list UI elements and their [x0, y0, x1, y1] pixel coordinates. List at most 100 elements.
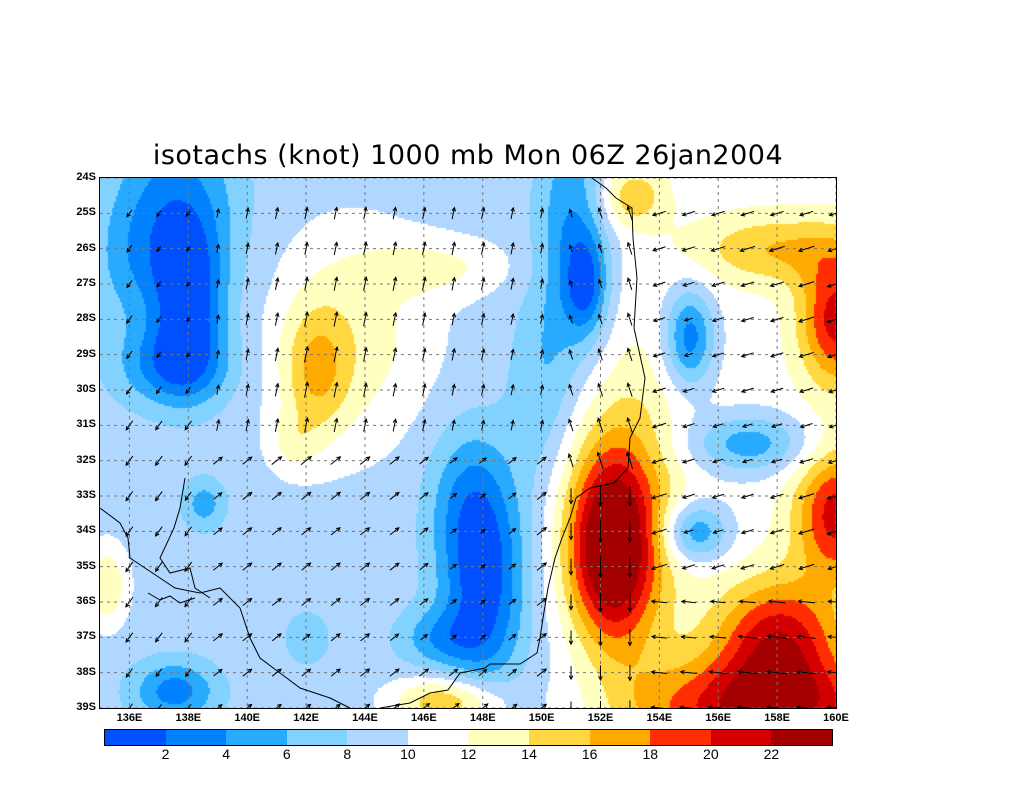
wind-arrow	[422, 241, 427, 256]
wind-arrow	[627, 629, 633, 647]
wind-arrow	[711, 317, 724, 323]
wind-arrow	[539, 313, 545, 325]
wind-arrow	[242, 562, 253, 571]
lat-tick-label: 39S	[76, 701, 96, 713]
wind-arrow	[363, 346, 368, 362]
wind-arrow	[707, 705, 724, 708]
wind-arrow	[274, 241, 280, 255]
colorbar-label: 10	[400, 746, 416, 762]
colorbar-label: 4	[222, 746, 231, 762]
wind-arrow	[330, 597, 341, 606]
wind-arrow	[419, 598, 429, 606]
wind-arrow	[360, 668, 371, 677]
wind-arrow	[184, 597, 193, 608]
wind-arrow	[360, 562, 371, 571]
wind-arrow	[510, 206, 515, 219]
wind-arrow	[330, 562, 341, 571]
colorbar-label: 8	[343, 746, 352, 762]
wind-arrow	[736, 705, 753, 708]
wind-arrow	[597, 243, 603, 254]
wind-arrow	[213, 668, 223, 677]
wind-arrow	[567, 418, 574, 432]
wind-arrow	[711, 387, 725, 393]
wind-arrow	[627, 520, 633, 543]
wind-arrow	[536, 491, 548, 501]
wind-arrow	[769, 316, 784, 323]
wind-arrow	[126, 350, 133, 360]
wind-arrow	[389, 562, 400, 571]
wind-arrow	[245, 383, 250, 396]
wind-arrow	[449, 598, 458, 605]
wind-arrow	[683, 529, 694, 534]
wind-arrow	[651, 387, 666, 394]
lon-tick-label: 158E	[764, 712, 790, 724]
wind-arrow	[597, 206, 603, 219]
lat-tick-label: 29S	[76, 347, 96, 360]
wind-arrow	[709, 634, 727, 640]
wind-arrow	[389, 597, 400, 606]
wind-arrow	[156, 704, 162, 708]
wind-arrow	[711, 564, 725, 570]
wind-arrow	[711, 352, 724, 358]
wind-arrow	[568, 279, 574, 288]
wind-arrow	[478, 668, 488, 677]
wind-arrow	[627, 592, 633, 613]
wind-arrow	[154, 561, 163, 573]
wind-arrow	[797, 245, 815, 253]
wind-arrow	[508, 563, 517, 570]
wind-arrow	[568, 594, 574, 611]
gridlines	[100, 178, 836, 708]
wind-arrow	[126, 315, 133, 325]
lat-tick-label: 38S	[76, 665, 96, 678]
wind-arrow	[154, 526, 163, 537]
wind-arrow	[156, 210, 162, 218]
wind-arrow	[828, 424, 836, 429]
wind-arrow	[301, 597, 312, 606]
map-overlay	[100, 178, 836, 708]
wind-arrow	[333, 417, 339, 433]
wind-arrow	[568, 348, 574, 360]
lat-tick-label: 34S	[76, 524, 96, 537]
wind-arrow	[710, 210, 725, 217]
wind-arrow	[480, 564, 486, 569]
wind-arrow	[796, 634, 816, 640]
wind-arrow	[827, 247, 836, 253]
wind-arrow	[599, 701, 601, 708]
wind-arrow	[155, 420, 163, 431]
wind-arrow	[360, 527, 371, 536]
wind-arrow	[479, 634, 487, 640]
wind-arrow	[451, 276, 457, 291]
wind-arrow	[680, 599, 696, 604]
wind-arrow	[125, 632, 134, 643]
colorbar-swatch	[105, 730, 166, 745]
wind-arrow	[710, 246, 726, 252]
wind-arrow	[242, 491, 253, 500]
wind-arrow	[216, 704, 223, 708]
wind-arrow	[274, 417, 280, 432]
wind-arrow	[451, 347, 457, 361]
wind-arrow	[479, 493, 487, 499]
wind-arrow	[389, 633, 400, 642]
wind-arrow	[510, 383, 515, 396]
wind-arrow	[215, 207, 221, 218]
wind-arrow	[795, 705, 812, 708]
wind-arrow	[392, 206, 398, 220]
wind-arrow	[271, 633, 282, 642]
wind-arrow	[125, 455, 134, 467]
colorbar-swatch	[589, 730, 651, 745]
wind-arrow	[154, 455, 163, 467]
wind-arrow	[629, 700, 631, 708]
wind-arrow	[740, 352, 754, 358]
wind-arrow	[568, 383, 574, 396]
wind-arrow	[770, 387, 784, 394]
wind-arrow	[125, 491, 134, 502]
wind-arrow	[301, 491, 312, 501]
wind-arrow	[363, 311, 368, 327]
wind-arrow	[768, 245, 785, 253]
wind-arrow	[682, 281, 695, 287]
wind-arrow	[766, 634, 787, 639]
wind-arrow	[215, 384, 221, 395]
wind-arrow	[215, 278, 221, 289]
lon-tick-label: 150E	[528, 712, 555, 724]
wind-arrow	[185, 210, 191, 218]
